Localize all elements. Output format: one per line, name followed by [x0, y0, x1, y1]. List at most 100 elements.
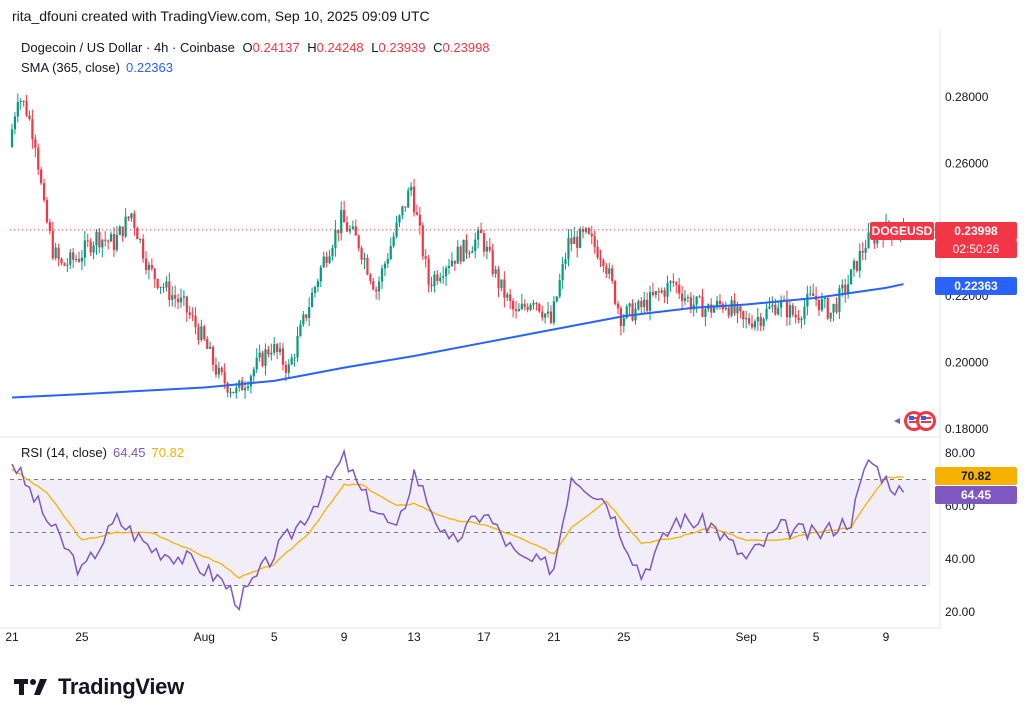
- attribution-text: rita_dfouni created with TradingView.com…: [12, 8, 430, 24]
- candle-body: [745, 318, 748, 320]
- candle-body: [503, 279, 506, 298]
- candle-body: [176, 298, 180, 303]
- candle-body: [10, 129, 14, 147]
- rsi-ma-value: 70.82: [151, 445, 185, 460]
- time-tick-label: 21: [5, 630, 19, 644]
- candle-body: [42, 183, 46, 201]
- candle-body: [841, 284, 844, 289]
- candle-body: [718, 300, 722, 305]
- tradingview-footer[interactable]: TradingView: [14, 674, 184, 700]
- candle-body: [232, 391, 235, 394]
- candle-body: [328, 256, 331, 263]
- candle-body: [444, 268, 448, 277]
- candle-body: [643, 299, 646, 308]
- candle-body: [613, 280, 617, 304]
- candle-body: [281, 348, 285, 365]
- candle-body: [753, 321, 757, 328]
- candle-body: [657, 291, 660, 293]
- candle-body: [220, 367, 223, 373]
- candle-body: [121, 226, 124, 237]
- candle-body: [535, 302, 538, 304]
- candle-body: [334, 229, 337, 248]
- candle-body: [188, 312, 191, 316]
- candle-body: [631, 303, 634, 321]
- candle-body: [410, 186, 413, 191]
- candle-body: [83, 240, 86, 258]
- candle-body: [552, 301, 555, 323]
- sma-legend: SMA (365, close) 0.22363: [21, 60, 173, 75]
- candle-body: [669, 281, 672, 284]
- candle-body: [820, 299, 824, 311]
- candle-body: [439, 277, 442, 282]
- candle-body: [468, 252, 471, 254]
- candle-body: [13, 116, 17, 130]
- candle-body: [564, 259, 567, 264]
- candle-body: [427, 258, 430, 285]
- candle-body: [648, 292, 652, 311]
- candle-body: [310, 292, 314, 307]
- candle-body: [366, 257, 369, 275]
- candle-body: [51, 231, 54, 259]
- candle-body: [322, 256, 325, 268]
- candle-body: [424, 256, 427, 259]
- candle-body: [433, 274, 436, 287]
- price-legend: Dogecoin / US Dollar · 4h · Coinbase O0.…: [21, 40, 490, 55]
- candle-body: [771, 304, 774, 307]
- candle-body: [450, 260, 454, 266]
- sma-line: [11, 283, 904, 399]
- candle-body: [185, 296, 188, 313]
- candle-body: [101, 239, 104, 248]
- candle-body: [488, 246, 491, 251]
- candle-body: [803, 306, 806, 320]
- candle-body: [255, 357, 258, 370]
- candle-body: [806, 294, 809, 307]
- candle-body: [165, 281, 168, 288]
- candle-body: [313, 286, 317, 293]
- candle-body: [739, 306, 742, 312]
- candle-body: [179, 297, 183, 303]
- candle-body: [142, 238, 145, 259]
- candle-body: [273, 344, 276, 353]
- candle-body: [28, 115, 31, 120]
- candle-body: [686, 297, 690, 299]
- candle-body: [724, 307, 727, 310]
- time-tick-label: 5: [813, 630, 820, 644]
- close-label: C0.23998: [433, 40, 490, 55]
- candle-body: [171, 295, 174, 300]
- candle-body: [337, 229, 340, 234]
- candle-body: [127, 216, 130, 219]
- time-tick-label: 25: [617, 630, 631, 644]
- candle-body: [777, 307, 780, 315]
- rsi-tick-label: 80.00: [945, 446, 975, 460]
- candle-body: [750, 323, 754, 328]
- candle-body: [299, 324, 302, 336]
- candle-body: [654, 291, 657, 295]
- low-label: L0.23939: [371, 40, 426, 55]
- candle-body: [587, 228, 590, 234]
- time-tick-label: 9: [883, 630, 890, 644]
- candle-body: [40, 169, 43, 184]
- candle-body: [264, 349, 267, 366]
- candle-body: [316, 281, 320, 287]
- candle-body: [474, 239, 477, 252]
- candle-body: [133, 213, 136, 228]
- events-flag-icon[interactable]: [890, 407, 940, 435]
- candle-body: [421, 225, 424, 257]
- candle-body: [31, 119, 34, 140]
- candle-body: [267, 349, 270, 355]
- candle-body: [791, 305, 794, 315]
- candle-body: [241, 380, 244, 391]
- candle-body: [136, 227, 139, 240]
- candle-body: [666, 283, 669, 297]
- candle-body: [646, 299, 649, 311]
- candle-body: [558, 280, 561, 297]
- candle-body: [389, 246, 392, 260]
- candle-body: [217, 367, 220, 375]
- axes: 0.280000.260000.240000.220000.200000.180…: [5, 90, 988, 644]
- candle-body: [482, 233, 486, 252]
- candle-body: [698, 296, 701, 298]
- candle-body: [200, 326, 203, 340]
- candle-body: [162, 286, 165, 288]
- candle-body: [392, 236, 395, 247]
